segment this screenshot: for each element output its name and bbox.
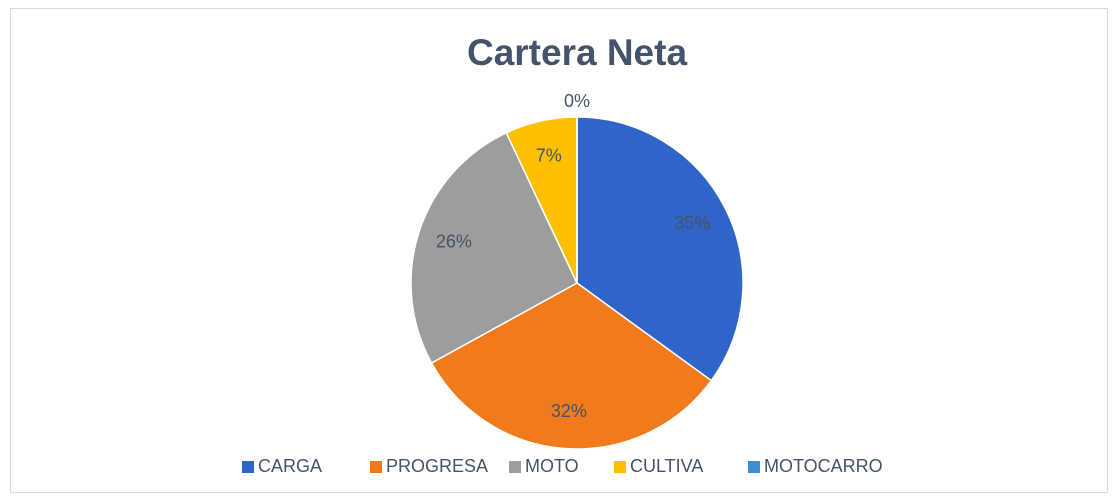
legend-label: PROGRESA (386, 456, 488, 476)
data-label: 7% (536, 145, 562, 165)
pie-slice (576, 116, 744, 382)
data-label: 35% (674, 213, 710, 233)
legend-swatch (370, 461, 382, 473)
data-label: 0% (564, 91, 590, 111)
legend-label: MOTO (525, 456, 579, 476)
data-label: 32% (551, 401, 587, 421)
legend-swatch (748, 461, 760, 473)
legend-swatch (614, 461, 626, 473)
pie-slice (410, 131, 578, 364)
pie-slice (430, 282, 713, 450)
chart-title: Cartera Neta (467, 32, 687, 73)
legend-label: MOTOCARRO (764, 456, 883, 476)
legend-swatch (242, 461, 254, 473)
legend-label: CULTIVA (630, 456, 703, 476)
legend-label: CARGA (258, 456, 322, 476)
legend-swatch (509, 461, 521, 473)
data-label: 26% (436, 232, 472, 252)
